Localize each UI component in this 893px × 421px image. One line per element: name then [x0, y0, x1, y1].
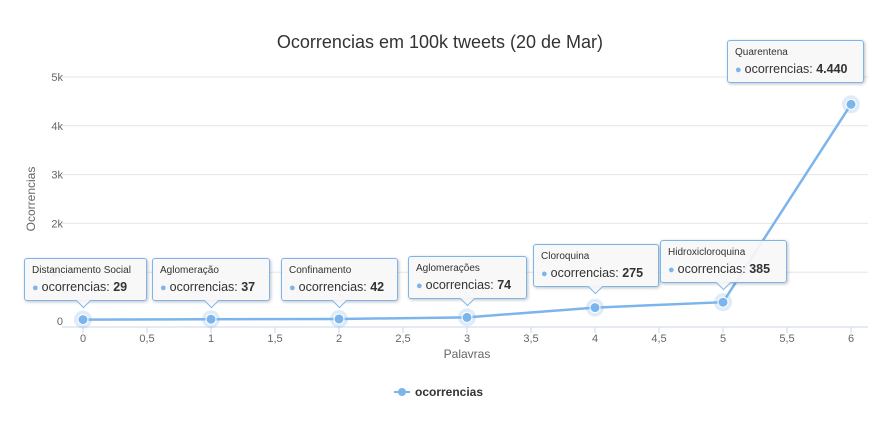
tooltip-value-row: ● ocorrencias: 74 — [416, 278, 518, 292]
tooltip-value: 385 — [749, 262, 771, 276]
tooltip-value: 4.440 — [816, 62, 848, 76]
data-point[interactable] — [205, 313, 217, 325]
series-dot-icon: ● — [668, 264, 675, 276]
x-tick-label: 3,5 — [523, 333, 538, 345]
tooltip-title: Cloroquina — [541, 251, 590, 262]
tooltip-title: Confinamento — [289, 265, 352, 276]
y-tick-label: 0 — [57, 316, 63, 328]
legend[interactable]: ocorrencias — [394, 385, 483, 399]
tooltip-series-name: ocorrencias: — [169, 280, 242, 294]
legend-label[interactable]: ocorrencias — [415, 385, 483, 399]
data-point[interactable] — [589, 302, 601, 314]
x-tick-label: 2,5 — [395, 333, 410, 345]
tooltip-value-row: ● ocorrencias: 4.440 — [735, 62, 855, 76]
data-point[interactable] — [333, 313, 345, 325]
tooltip-value-row: ● ocorrencias: 275 — [541, 266, 650, 280]
tooltip-value: 275 — [622, 266, 644, 280]
tooltip-title: Aglomeração — [160, 265, 219, 276]
tooltip-series-name: ocorrencias: — [550, 266, 623, 280]
data-point[interactable] — [717, 296, 729, 308]
point-tooltip: Aglomeração ● ocorrencias: 37 — [152, 258, 270, 309]
data-point[interactable] — [77, 314, 89, 326]
tooltip-series-name: ocorrencias: — [425, 278, 498, 292]
legend-marker-icon — [398, 388, 406, 396]
y-tick-label: 3k — [51, 170, 63, 182]
tooltip-series-name: ocorrencias: — [677, 262, 750, 276]
x-tick-label: 0 — [80, 333, 86, 345]
x-tick-label: 0,5 — [139, 333, 154, 345]
x-tick-label: 3 — [464, 333, 470, 345]
data-point[interactable] — [461, 311, 473, 323]
tooltip-title: Aglomerações — [416, 263, 480, 274]
point-tooltip: Confinamento ● ocorrencias: 42 — [281, 258, 398, 309]
tooltip-series-name: ocorrencias: — [298, 280, 371, 294]
x-tick-label: 1 — [208, 333, 214, 345]
point-tooltip: Quarentena ● ocorrencias: 4.440 — [727, 40, 864, 83]
series-dot-icon: ● — [416, 280, 423, 292]
tooltip-value: 74 — [497, 278, 512, 292]
tooltip-value: 42 — [370, 280, 385, 294]
x-tick-label: 1,5 — [267, 333, 282, 345]
tooltip-series-name: ocorrencias: — [41, 280, 114, 294]
axes: 01k2k3k4k5k00,511,522,533,544,555,56 — [51, 72, 868, 345]
series-dot-icon: ● — [735, 64, 742, 76]
tooltip-value: 37 — [241, 280, 256, 294]
x-tick-label: 4,5 — [651, 333, 666, 345]
x-tick-label: 4 — [592, 333, 598, 345]
point-tooltip: Hidroxicloroquina ● ocorrencias: 385 — [660, 240, 787, 291]
x-axis-title: Palavras — [444, 347, 491, 361]
point-tooltip: Aglomerações ● ocorrencias: 74 — [408, 256, 527, 307]
y-tick-label: 5k — [51, 72, 63, 84]
y-axis-title: Ocorrencias — [24, 167, 38, 232]
tooltip-value-row: ● ocorrencias: 29 — [32, 280, 138, 294]
point-tooltip: Cloroquina ● ocorrencias: 275 — [533, 244, 659, 295]
series-dot-icon: ● — [160, 282, 167, 294]
series-dot-icon: ● — [32, 282, 39, 294]
y-tick-label: 2k — [51, 218, 63, 230]
tooltip-title: Distanciamento Social — [32, 265, 131, 276]
series-dot-icon: ● — [289, 282, 296, 294]
chart-title: Ocorrencias em 100k tweets (20 de Mar) — [277, 32, 603, 52]
tooltip-value-row: ● ocorrencias: 385 — [668, 262, 778, 276]
tooltip-title: Quarentena — [735, 47, 788, 58]
data-point[interactable] — [845, 98, 857, 110]
tooltip-title: Hidroxicloroquina — [668, 247, 746, 258]
tooltip-value-row: ● ocorrencias: 37 — [160, 280, 261, 294]
tooltip-value: 29 — [113, 280, 128, 294]
x-tick-label: 5 — [720, 333, 726, 345]
y-tick-label: 4k — [51, 121, 63, 133]
x-tick-label: 6 — [848, 333, 854, 345]
series-ocorrencias — [74, 95, 860, 329]
tooltip-value-row: ● ocorrencias: 42 — [289, 280, 389, 294]
x-tick-label: 2 — [336, 333, 342, 345]
point-tooltip: Distanciamento Social ● ocorrencias: 29 — [24, 258, 147, 309]
x-tick-label: 5,5 — [779, 333, 794, 345]
tooltip-series-name: ocorrencias: — [744, 62, 817, 76]
series-dot-icon: ● — [541, 268, 548, 280]
